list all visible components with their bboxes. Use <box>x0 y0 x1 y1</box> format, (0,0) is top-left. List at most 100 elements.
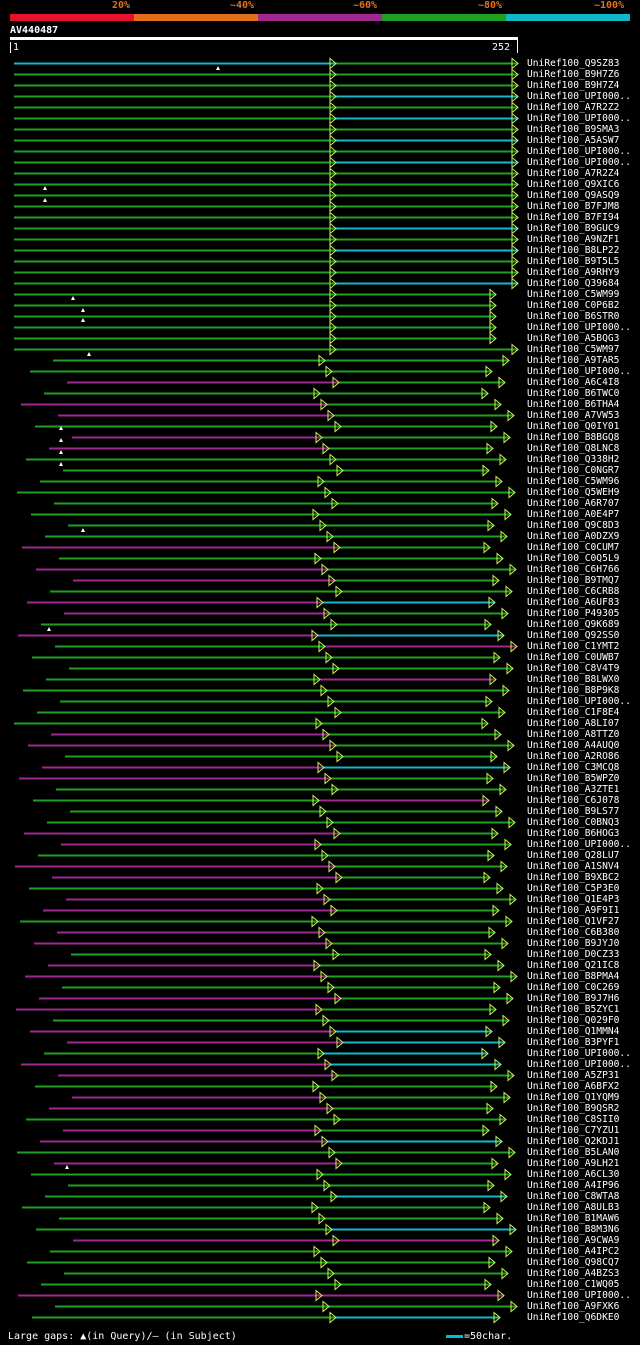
hit-label[interactable]: UniRef100_Q39684 <box>527 278 620 289</box>
hit-label[interactable]: UniRef100_UPI000.. <box>527 322 631 333</box>
hit-label[interactable]: UniRef100_A3ZTE1 <box>527 784 620 795</box>
hit-label[interactable]: UniRef100_B9GUC9 <box>527 223 620 234</box>
hit-label[interactable]: UniRef100_UPI000.. <box>527 113 631 124</box>
hit-label[interactable]: UniRef100_A6R707 <box>527 498 620 509</box>
hit-label[interactable]: UniRef100_A9F9I1 <box>527 905 620 916</box>
hit-label[interactable]: UniRef100_C1YMT2 <box>527 641 620 652</box>
hit-label[interactable]: UniRef100_UPI000.. <box>527 366 631 377</box>
hit-label[interactable]: UniRef100_A8ULB3 <box>527 1202 620 1213</box>
hit-label[interactable]: UniRef100_Q029F0 <box>527 1015 620 1026</box>
hit-label[interactable]: UniRef100_B6THA4 <box>527 399 620 410</box>
hit-label[interactable]: UniRef100_C7YZU1 <box>527 1125 620 1136</box>
hit-label[interactable]: UniRef100_B9J7H6 <box>527 993 620 1004</box>
hit-label[interactable]: UniRef100_C6J078 <box>527 795 620 806</box>
hit-label[interactable]: UniRef100_UPI000.. <box>527 1048 631 1059</box>
hit-label[interactable]: UniRef100_A4IP96 <box>527 1180 620 1191</box>
hit-label[interactable]: UniRef100_UPI000.. <box>527 696 631 707</box>
hit-label[interactable]: UniRef100_Q28LU7 <box>527 850 620 861</box>
hit-label[interactable]: UniRef100_C0BNQ3 <box>527 817 620 828</box>
hit-label[interactable]: UniRef100_Q21IC8 <box>527 960 620 971</box>
hit-label[interactable]: UniRef100_C0NGR7 <box>527 465 620 476</box>
hit-label[interactable]: UniRef100_Q1VF27 <box>527 916 620 927</box>
hit-label[interactable]: UniRef100_B8P9K8 <box>527 685 620 696</box>
hit-label[interactable]: UniRef100_C8SII0 <box>527 1114 620 1125</box>
hit-label[interactable]: UniRef100_A0DZX9 <box>527 531 620 542</box>
hit-label[interactable]: UniRef100_A8LI07 <box>527 718 620 729</box>
hit-label[interactable]: UniRef100_B8PMA4 <box>527 971 620 982</box>
hit-label[interactable]: UniRef100_C1F8E4 <box>527 707 620 718</box>
hit-label[interactable]: UniRef100_A6CL30 <box>527 1169 620 1180</box>
hit-label[interactable]: UniRef100_A9RHY9 <box>527 267 620 278</box>
hit-label[interactable]: UniRef100_Q1MMN4 <box>527 1026 620 1037</box>
hit-label[interactable]: UniRef100_B9T5L5 <box>527 256 620 267</box>
hit-label[interactable]: UniRef100_C1WQ05 <box>527 1279 620 1290</box>
hit-label[interactable]: UniRef100_A9TAR5 <box>527 355 620 366</box>
hit-label[interactable]: UniRef100_UPI000.. <box>527 91 631 102</box>
hit-label[interactable]: UniRef100_B9LS77 <box>527 806 620 817</box>
hit-label[interactable]: UniRef100_B9JYJ0 <box>527 938 620 949</box>
hit-label[interactable]: UniRef100_C6H766 <box>527 564 620 575</box>
hit-label[interactable]: UniRef100_C6B380 <box>527 927 620 938</box>
hit-label[interactable]: UniRef100_C5WM99 <box>527 289 620 300</box>
hit-label[interactable]: UniRef100_B9QSR2 <box>527 1103 620 1114</box>
hit-label[interactable]: UniRef100_C0CUM7 <box>527 542 620 553</box>
hit-label[interactable]: UniRef100_A6BFX2 <box>527 1081 620 1092</box>
hit-label[interactable]: UniRef100_A1SNV4 <box>527 861 620 872</box>
hit-label[interactable]: UniRef100_C6CRB8 <box>527 586 620 597</box>
hit-label[interactable]: UniRef100_B7FJM8 <box>527 201 620 212</box>
hit-label[interactable]: UniRef100_A7VW53 <box>527 410 620 421</box>
hit-label[interactable]: UniRef100_Q1YQM9 <box>527 1092 620 1103</box>
hit-label[interactable]: UniRef100_A2RO86 <box>527 751 620 762</box>
hit-label[interactable]: UniRef100_C8WTA8 <box>527 1191 620 1202</box>
hit-label[interactable]: UniRef100_A5BQG3 <box>527 333 620 344</box>
hit-label[interactable]: UniRef100_B3PYF1 <box>527 1037 620 1048</box>
hit-label[interactable]: UniRef100_Q9SZ83 <box>527 58 620 69</box>
hit-label[interactable]: UniRef100_A4BZS3 <box>527 1268 620 1279</box>
hit-label[interactable]: UniRef100_A9CWA9 <box>527 1235 620 1246</box>
hit-label[interactable]: UniRef100_C5P3E0 <box>527 883 620 894</box>
hit-label[interactable]: UniRef100_UPI000.. <box>527 1290 631 1301</box>
hit-label[interactable]: UniRef100_Q5WEH9 <box>527 487 620 498</box>
hit-label[interactable]: UniRef100_C5WM97 <box>527 344 620 355</box>
hit-label[interactable]: UniRef100_A5ZP31 <box>527 1070 620 1081</box>
hit-label[interactable]: UniRef100_B9TMQ7 <box>527 575 620 586</box>
hit-label[interactable]: UniRef100_B8LWX0 <box>527 674 620 685</box>
hit-label[interactable]: UniRef100_Q338H2 <box>527 454 620 465</box>
hit-label[interactable]: UniRef100_C0C269 <box>527 982 620 993</box>
hit-label[interactable]: UniRef100_C0Q5L9 <box>527 553 620 564</box>
hit-label[interactable]: UniRef100_Q6DKE0 <box>527 1312 620 1323</box>
hit-label[interactable]: UniRef100_A7R2Z2 <box>527 102 620 113</box>
hit-label[interactable]: UniRef100_C0UWB7 <box>527 652 620 663</box>
hit-label[interactable]: UniRef100_B5LAN0 <box>527 1147 620 1158</box>
hit-label[interactable]: UniRef100_A9NZF1 <box>527 234 620 245</box>
hit-label[interactable]: UniRef100_A6C4I8 <box>527 377 620 388</box>
hit-label[interactable]: UniRef100_A9LH21 <box>527 1158 620 1169</box>
hit-label[interactable]: UniRef100_Q9K689 <box>527 619 620 630</box>
hit-label[interactable]: UniRef100_A7R2Z4 <box>527 168 620 179</box>
hit-label[interactable]: UniRef100_C3MCQ8 <box>527 762 620 773</box>
hit-label[interactable]: UniRef100_A4IPC2 <box>527 1246 620 1257</box>
hit-label[interactable]: UniRef100_UPI000.. <box>527 1059 631 1070</box>
hit-label[interactable]: UniRef100_Q98CQ7 <box>527 1257 620 1268</box>
hit-label[interactable]: UniRef100_B9H7Z6 <box>527 69 620 80</box>
hit-label[interactable]: UniRef100_A4AUQ0 <box>527 740 620 751</box>
hit-label[interactable]: UniRef100_UPI000.. <box>527 839 631 850</box>
hit-label[interactable]: UniRef100_Q92SS0 <box>527 630 620 641</box>
hit-label[interactable]: UniRef100_B1MAW6 <box>527 1213 620 1224</box>
hit-label[interactable]: UniRef100_B9XBC2 <box>527 872 620 883</box>
hit-label[interactable]: UniRef100_UPI000.. <box>527 146 631 157</box>
hit-label[interactable]: UniRef100_Q9C8D3 <box>527 520 620 531</box>
hit-label[interactable]: UniRef100_A6UF83 <box>527 597 620 608</box>
hit-label[interactable]: UniRef100_A9FXK6 <box>527 1301 620 1312</box>
hit-label[interactable]: UniRef100_B8LP22 <box>527 245 620 256</box>
hit-label[interactable]: UniRef100_B8BGQ8 <box>527 432 620 443</box>
hit-label[interactable]: UniRef100_B5WPZ0 <box>527 773 620 784</box>
hit-label[interactable]: UniRef100_A5ASW7 <box>527 135 620 146</box>
hit-label[interactable]: UniRef100_B8M3N6 <box>527 1224 620 1235</box>
hit-label[interactable]: UniRef100_B9H7Z4 <box>527 80 620 91</box>
hit-label[interactable]: UniRef100_C8V4T9 <box>527 663 620 674</box>
hit-label[interactable]: UniRef100_P49305 <box>527 608 620 619</box>
hit-label[interactable]: UniRef100_B6TWC0 <box>527 388 620 399</box>
hit-label[interactable]: UniRef100_D0CZ33 <box>527 949 620 960</box>
hit-label[interactable]: UniRef100_Q8LNC8 <box>527 443 620 454</box>
